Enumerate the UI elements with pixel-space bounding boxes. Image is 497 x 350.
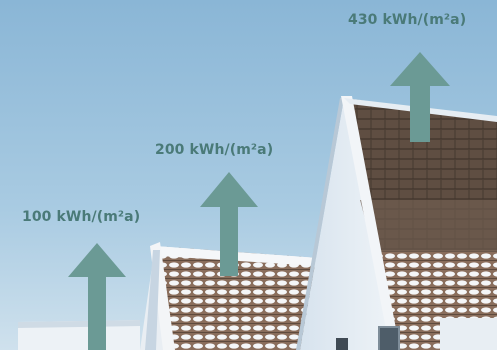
energy-label-100: 100 kWh/(m²a) — [22, 209, 141, 225]
up-arrow-icon — [390, 52, 450, 142]
up-arrow-icon — [68, 243, 126, 350]
up-arrow-icon — [200, 172, 258, 276]
energy-label-430: 430 kWh/(m²a) — [348, 12, 467, 28]
energy-label-200: 200 kWh/(m²a) — [155, 142, 274, 158]
